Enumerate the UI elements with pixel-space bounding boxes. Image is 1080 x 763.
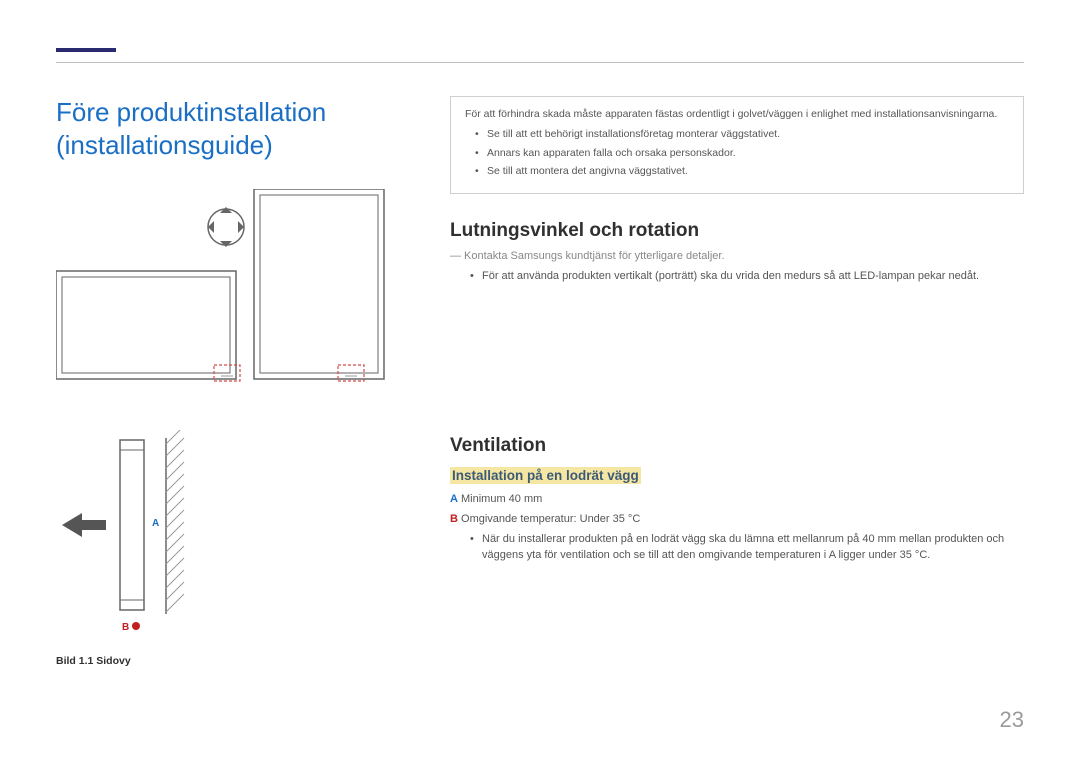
ventilation-bullets: När du installerar produkten på en lodrä… (450, 531, 1024, 564)
tilt-note: ― Kontakta Samsungs kundtjänst för ytter… (450, 250, 1024, 262)
tilt-bullets: För att använda produkten vertikalt (por… (450, 268, 1024, 285)
notice-intro: För att förhindra skada måste apparaten … (465, 107, 1009, 123)
diagram-label-a: A (152, 518, 159, 529)
diagram-label-b: B (122, 622, 129, 633)
left-column: Före produktinstallation (installationsg… (56, 96, 426, 667)
notice-item: Se till att ett behörigt installationsfö… (475, 127, 1009, 143)
ventilation-heading: Ventilation (450, 435, 1024, 457)
line-a-text: Minimum 40 mm (458, 493, 542, 505)
notice-list: Se till att ett behörigt installationsfö… (465, 127, 1009, 180)
figure-caption: Bild 1.1 Sidovy (56, 655, 426, 667)
label-a: A (450, 493, 458, 505)
ventilation-bullet: När du installerar produkten på en lodrä… (470, 531, 1024, 564)
line-b-text: Omgivande temperatur: Under 35 °C (458, 513, 640, 525)
tilt-bullet: För att använda produkten vertikalt (por… (470, 268, 1024, 285)
tilt-heading: Lutningsvinkel och rotation (450, 220, 1024, 242)
ventilation-subheading-wrap: Installation på en lodrät vägg (450, 467, 1024, 485)
page-title: Före produktinstallation (installationsg… (56, 96, 426, 161)
right-column: För att förhindra skada måste apparaten … (426, 96, 1024, 667)
label-b: B (450, 513, 458, 525)
page-number: 23 (1000, 707, 1024, 733)
notice-item: Se till att montera det angivna väggstat… (475, 164, 1009, 180)
notice-item: Annars kan apparaten falla och orsaka pe… (475, 146, 1009, 162)
top-horizontal-rule (56, 62, 1024, 63)
sideview-diagram: A (62, 430, 222, 640)
ventilation-subheading: Installation på en lodrät vägg (450, 467, 641, 484)
notice-box: För att förhindra skada måste apparaten … (450, 96, 1024, 194)
ventilation-line-b: B Omgivande temperatur: Under 35 °C (450, 513, 1024, 525)
rotation-diagram (56, 189, 386, 389)
ventilation-line-a: A Minimum 40 mm (450, 493, 1024, 505)
top-accent-bar (56, 48, 116, 52)
